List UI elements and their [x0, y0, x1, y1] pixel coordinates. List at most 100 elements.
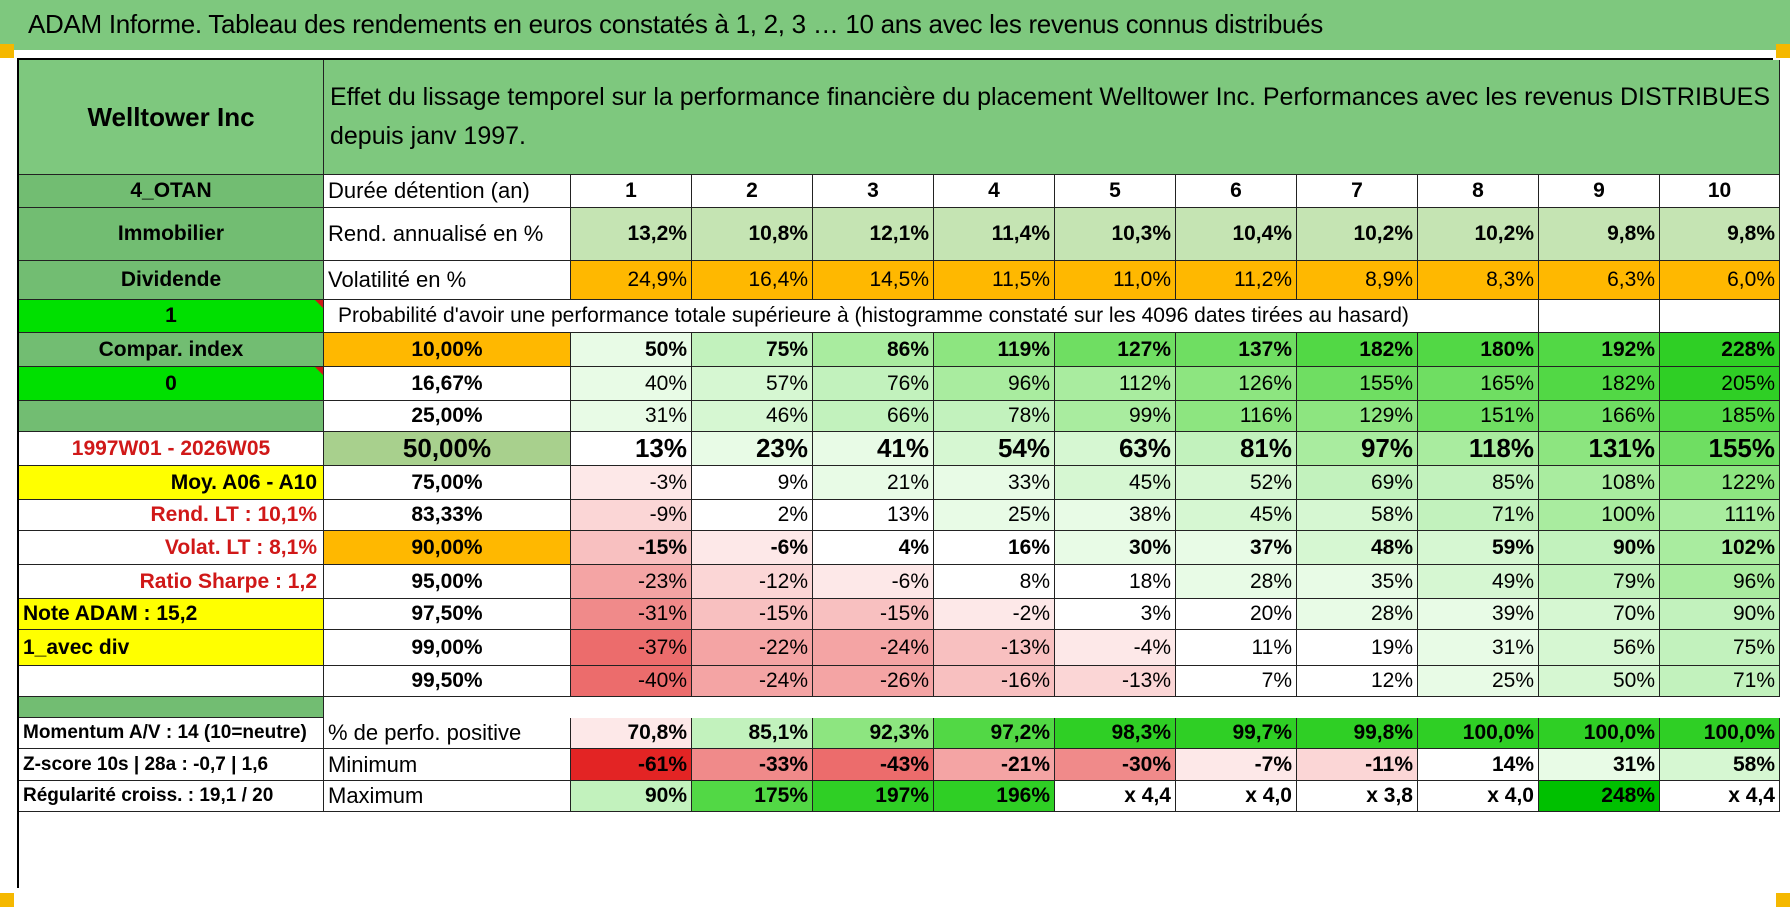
table-cell[interactable]: 16%	[934, 531, 1055, 565]
summary-cell[interactable]: 197%	[813, 781, 934, 812]
summary-cell[interactable]: 92,3%	[813, 718, 934, 749]
table-cell[interactable]: 33%	[934, 466, 1055, 500]
table-cell[interactable]: 54%	[934, 432, 1055, 466]
threshold-cell[interactable]: 16,67%	[324, 367, 571, 401]
table-cell[interactable]: -23%	[571, 565, 692, 599]
summary-metric[interactable]: % de perfo. positive	[324, 718, 571, 749]
spacer-label[interactable]	[19, 697, 324, 718]
summary-cell[interactable]: 97,2%	[934, 718, 1055, 749]
table-cell[interactable]: 9%	[692, 466, 813, 500]
table-cell[interactable]: 20%	[1176, 599, 1297, 630]
summary-cell[interactable]: -30%	[1055, 749, 1176, 781]
summary-cell[interactable]: 99,7%	[1176, 718, 1297, 749]
table-cell[interactable]: 119%	[934, 333, 1055, 367]
summary-cell[interactable]: -61%	[571, 749, 692, 781]
table-cell[interactable]: -2%	[934, 599, 1055, 630]
summary-cell[interactable]: x 4,0	[1176, 781, 1297, 812]
table-cell[interactable]: 28%	[1297, 599, 1418, 630]
table-cell[interactable]: 31%	[571, 401, 692, 432]
table-cell[interactable]: -6%	[813, 565, 934, 599]
table-cell[interactable]: 50%	[571, 333, 692, 367]
table-cell[interactable]: 2%	[692, 500, 813, 531]
metric-label[interactable]: Volatilité en %	[324, 261, 571, 300]
table-cell[interactable]: -22%	[692, 630, 813, 666]
table-cell[interactable]: 57%	[692, 367, 813, 401]
table-cell[interactable]: 8,3%	[1418, 261, 1539, 300]
table-cell[interactable]: 102%	[1660, 531, 1780, 565]
summary-label[interactable]: Régularité croiss. : 19,1 / 20	[19, 781, 324, 812]
table-cell[interactable]: 6,3%	[1539, 261, 1660, 300]
table-cell[interactable]: 11%	[1176, 630, 1297, 666]
table-cell[interactable]: 205%	[1660, 367, 1780, 401]
table-cell[interactable]: 111%	[1660, 500, 1780, 531]
row-label[interactable]: Dividende	[19, 261, 324, 300]
summary-cell[interactable]: -21%	[934, 749, 1055, 781]
selection-handle-top-right[interactable]	[1776, 44, 1790, 58]
spacer-cell[interactable]	[1539, 697, 1660, 718]
threshold-cell[interactable]: 99,50%	[324, 666, 571, 697]
table-cell[interactable]: 13%	[813, 500, 934, 531]
row-label[interactable]: 1_avec div	[19, 630, 324, 666]
row-label[interactable]	[19, 666, 324, 697]
table-cell[interactable]: 9	[1539, 175, 1660, 208]
table-cell[interactable]: 46%	[692, 401, 813, 432]
threshold-cell[interactable]: 50,00%	[324, 432, 571, 466]
table-cell[interactable]: 38%	[1055, 500, 1176, 531]
summary-cell[interactable]: 31%	[1539, 749, 1660, 781]
table-cell[interactable]: 21%	[813, 466, 934, 500]
table-cell[interactable]: 25%	[1418, 666, 1539, 697]
table-cell[interactable]: 30%	[1055, 531, 1176, 565]
table-cell[interactable]: 126%	[1176, 367, 1297, 401]
table-cell[interactable]: 14,5%	[813, 261, 934, 300]
spacer-cell[interactable]	[1418, 697, 1539, 718]
table-cell[interactable]: 19%	[1297, 630, 1418, 666]
table-cell[interactable]: 48%	[1297, 531, 1418, 565]
table-cell[interactable]: -37%	[571, 630, 692, 666]
table-cell[interactable]: 18%	[1055, 565, 1176, 599]
summary-cell[interactable]: -33%	[692, 749, 813, 781]
table-cell[interactable]: 10,4%	[1176, 208, 1297, 261]
table-cell[interactable]: 24,9%	[571, 261, 692, 300]
table-cell[interactable]: 63%	[1055, 432, 1176, 466]
table-cell[interactable]: -15%	[692, 599, 813, 630]
table-cell[interactable]: 10,2%	[1297, 208, 1418, 261]
table-cell[interactable]: 3	[813, 175, 934, 208]
threshold-cell[interactable]: 95,00%	[324, 565, 571, 599]
table-cell[interactable]: 37%	[1176, 531, 1297, 565]
table-cell[interactable]: -9%	[571, 500, 692, 531]
table-cell[interactable]: 10,2%	[1418, 208, 1539, 261]
table-cell[interactable]: 96%	[1660, 565, 1780, 599]
summary-cell[interactable]: -7%	[1176, 749, 1297, 781]
spacer-cell[interactable]	[571, 697, 692, 718]
summary-metric[interactable]: Maximum	[324, 781, 571, 812]
table-cell[interactable]: 151%	[1418, 401, 1539, 432]
threshold-cell[interactable]: 75,00%	[324, 466, 571, 500]
summary-metric[interactable]: Minimum	[324, 749, 571, 781]
spacer-cell[interactable]	[1297, 697, 1418, 718]
spacer-cell[interactable]	[934, 697, 1055, 718]
table-cell[interactable]: 116%	[1176, 401, 1297, 432]
table-cell[interactable]: 185%	[1660, 401, 1780, 432]
table-cell[interactable]: 9,8%	[1660, 208, 1780, 261]
table-cell[interactable]: 4	[934, 175, 1055, 208]
table-cell[interactable]: 10,8%	[692, 208, 813, 261]
spacer-cell[interactable]	[324, 697, 571, 718]
summary-cell[interactable]: 100,0%	[1660, 718, 1780, 749]
summary-cell[interactable]: 98,3%	[1055, 718, 1176, 749]
table-cell[interactable]: 85%	[1418, 466, 1539, 500]
threshold-cell[interactable]: 99,00%	[324, 630, 571, 666]
summary-cell[interactable]: 100,0%	[1418, 718, 1539, 749]
table-cell[interactable]: -31%	[571, 599, 692, 630]
table-cell[interactable]: 6	[1176, 175, 1297, 208]
table-cell[interactable]: 108%	[1539, 466, 1660, 500]
table-cell[interactable]: 5	[1055, 175, 1176, 208]
table-cell[interactable]: 75%	[1660, 630, 1780, 666]
table-cell[interactable]: 90%	[1660, 599, 1780, 630]
table-cell[interactable]: -4%	[1055, 630, 1176, 666]
table-cell[interactable]: 35%	[1297, 565, 1418, 599]
table-cell[interactable]: 11,0%	[1055, 261, 1176, 300]
table-cell[interactable]: 8,9%	[1297, 261, 1418, 300]
metric-label[interactable]: Rend. annualisé en %	[324, 208, 571, 261]
table-cell[interactable]: -6%	[692, 531, 813, 565]
spacer-cell[interactable]	[1660, 697, 1780, 718]
